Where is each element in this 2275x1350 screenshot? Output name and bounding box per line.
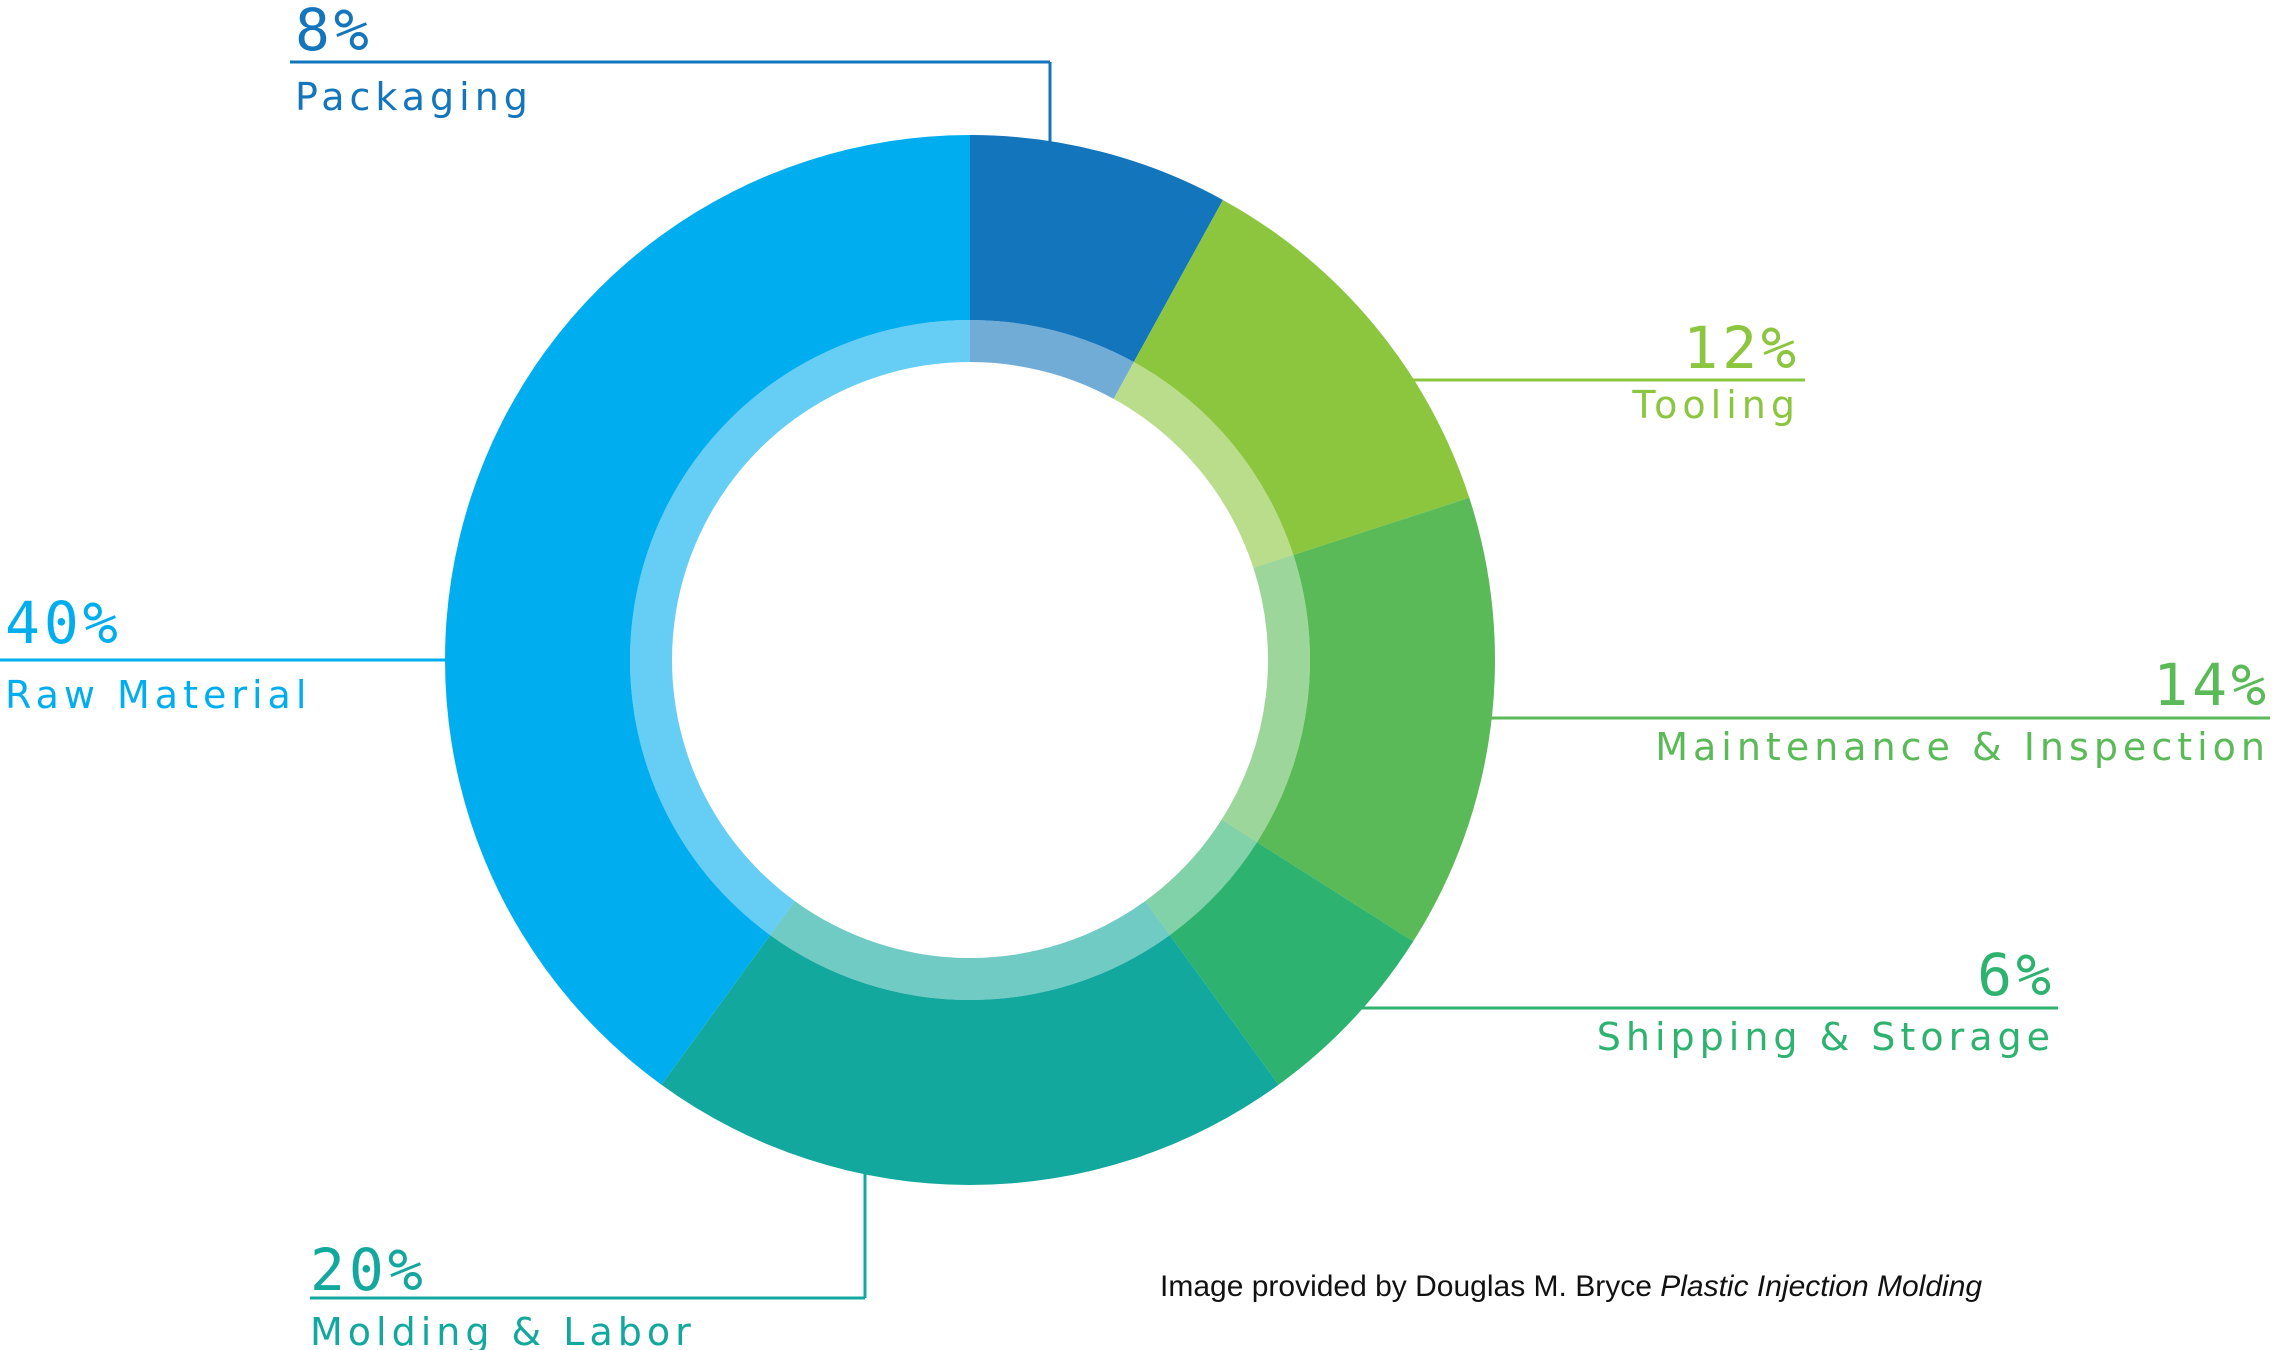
slice-molding-and-labor xyxy=(661,935,1279,1185)
inner-ring-molding-and-labor xyxy=(770,901,1170,1001)
category-label-packaging: Packaging xyxy=(295,75,533,119)
slice-tooling xyxy=(1133,199,1470,555)
value-label-molding-and-labor: 20% xyxy=(310,1236,427,1304)
slice-labels: 8% Packaging 12%Tooling 14% Maintenance & In… xyxy=(5,0,2270,1350)
slice-maintenance-and-inspection xyxy=(1257,497,1496,942)
value-label-tooling: 12% xyxy=(1683,314,1800,382)
category-label-maintenance-and-inspection: Maintenance & Inspection xyxy=(1655,725,2270,769)
category-label-shipping-and-storage: Shipping & Storage xyxy=(1597,1015,2055,1059)
slice-packaging xyxy=(970,135,1223,363)
inner-ring-shipping-and-storage xyxy=(1145,819,1258,936)
value-label-raw-material: 40% xyxy=(5,589,122,657)
slice-raw-material xyxy=(445,134,970,1085)
credit-prefix: Image provided by Douglas M. Bryce xyxy=(1160,1270,1661,1303)
inner-ring-maintenance-and-inspection xyxy=(1221,554,1311,843)
category-label-raw-material: Raw Material xyxy=(5,673,311,717)
inner-ring-tooling xyxy=(1113,362,1294,568)
value-label-maintenance-and-inspection: 14% xyxy=(2153,651,2270,719)
inner-ring-packaging xyxy=(970,320,1134,399)
value-label-shipping-and-storage: 6% xyxy=(1977,941,2055,1009)
slice-shipping-and-storage xyxy=(1169,842,1414,1085)
credit-book-title: Plastic Injection Molding xyxy=(1660,1270,1983,1303)
category-label-molding-and-labor: Molding & Labor xyxy=(310,1310,696,1350)
image-credit: Image provided by Douglas M. Bryce Plast… xyxy=(1160,1270,1982,1304)
inner-highlight-ring xyxy=(630,320,1311,1001)
leader-lines xyxy=(0,60,2270,1300)
inner-ring-raw-material xyxy=(630,320,970,936)
category-label-tooling: Tooling xyxy=(1631,383,1800,427)
value-label-packaging: 8% xyxy=(295,0,373,64)
donut-slices xyxy=(445,134,1496,1185)
